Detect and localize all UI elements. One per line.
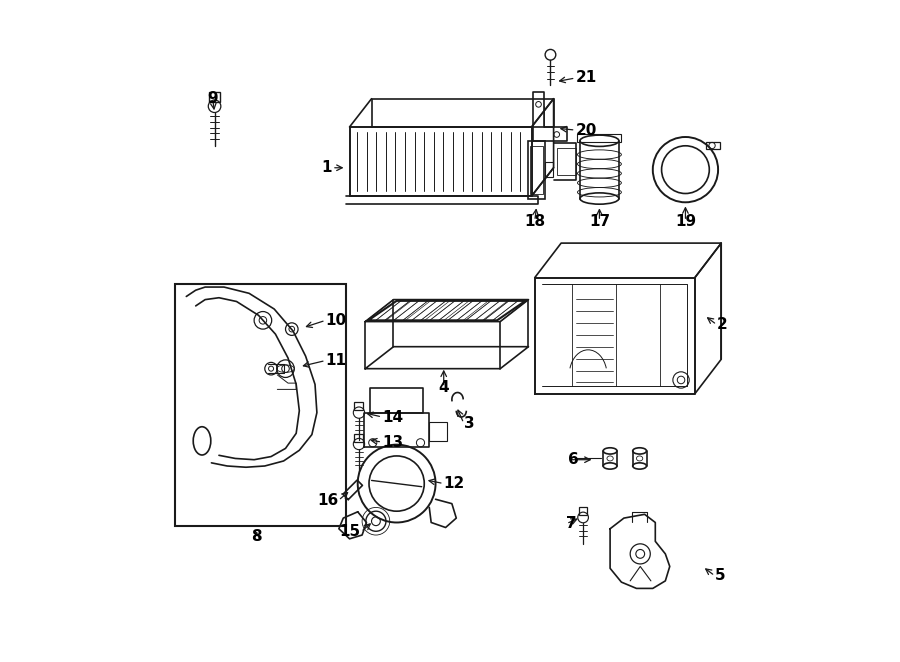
Bar <box>530 146 543 193</box>
Text: 2: 2 <box>716 317 727 332</box>
Text: 16: 16 <box>317 493 338 508</box>
Text: 9: 9 <box>207 91 218 106</box>
Bar <box>355 402 364 410</box>
Bar <box>355 434 364 442</box>
Text: 8: 8 <box>251 529 262 544</box>
Bar <box>545 162 553 177</box>
Text: 1: 1 <box>321 160 332 175</box>
Bar <box>175 284 346 526</box>
Text: 5: 5 <box>715 569 725 583</box>
Bar <box>578 134 621 142</box>
Text: 6: 6 <box>568 452 579 467</box>
Bar <box>706 142 720 150</box>
Bar <box>209 92 220 102</box>
Text: 11: 11 <box>326 353 346 368</box>
Text: 15: 15 <box>339 524 361 540</box>
Text: 14: 14 <box>382 410 403 424</box>
Text: 10: 10 <box>326 313 346 328</box>
Bar <box>528 141 545 199</box>
Text: 17: 17 <box>589 214 610 228</box>
Text: 19: 19 <box>675 214 696 228</box>
Text: 7: 7 <box>566 516 577 531</box>
Bar <box>557 148 576 175</box>
Text: 18: 18 <box>524 214 545 228</box>
Text: 13: 13 <box>382 435 403 449</box>
Text: 20: 20 <box>576 122 597 138</box>
Text: 21: 21 <box>576 70 597 85</box>
Text: 4: 4 <box>438 380 449 395</box>
Bar <box>429 422 447 441</box>
Text: 3: 3 <box>464 416 474 431</box>
Text: 12: 12 <box>444 476 465 491</box>
Bar <box>579 507 588 515</box>
